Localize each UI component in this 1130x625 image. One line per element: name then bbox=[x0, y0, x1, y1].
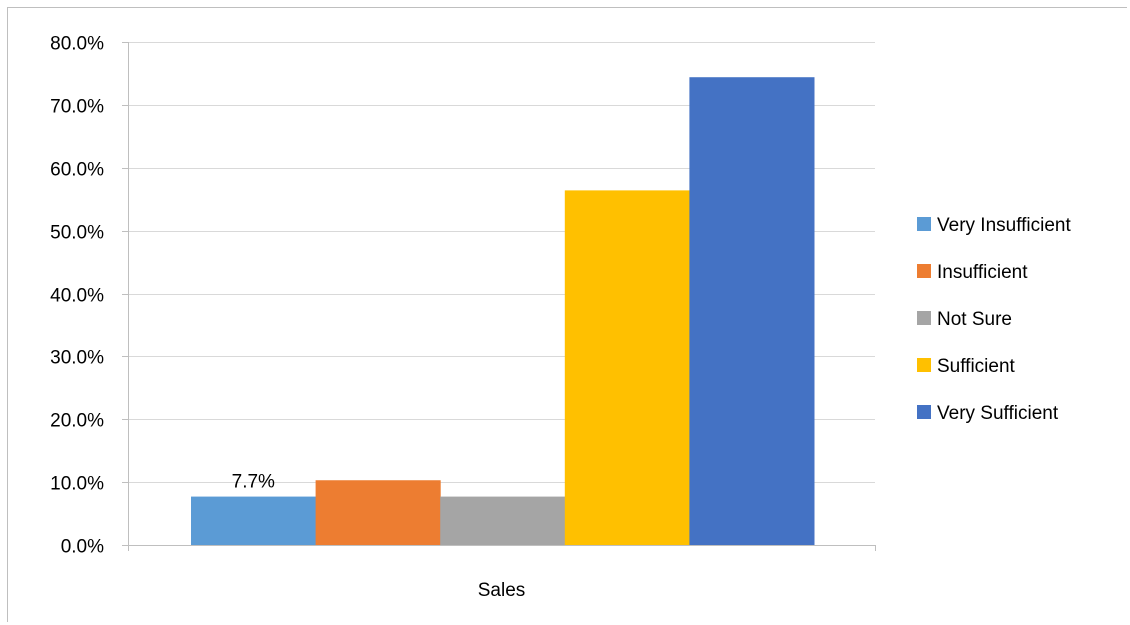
axes: 0.0% 10.0% 20.0% 30.0% 40.0% 50.0% 60.0% 70.0% 8… bbox=[50, 34, 876, 601]
legend-swatch bbox=[917, 311, 931, 325]
legend-label: Sufficient bbox=[937, 356, 1016, 377]
bars: 7.7% bbox=[191, 77, 815, 546]
y-tick-label: 80.0% bbox=[50, 34, 104, 55]
bar-very-sufficient bbox=[689, 77, 815, 546]
y-tick-label: 20.0% bbox=[50, 411, 104, 432]
y-tick-label: 60.0% bbox=[50, 160, 104, 181]
y-tick-label: 50.0% bbox=[50, 223, 104, 244]
legend-label: Not Sure bbox=[937, 309, 1012, 330]
y-tick-label: 0.0% bbox=[61, 537, 104, 558]
y-tick-label: 30.0% bbox=[50, 348, 104, 369]
legend-swatch bbox=[917, 405, 931, 419]
y-tick-label: 70.0% bbox=[50, 97, 104, 118]
bar-not-sure bbox=[440, 496, 566, 545]
data-label: 7.7% bbox=[232, 472, 275, 493]
bar-very-insufficient bbox=[191, 496, 317, 545]
legend-swatch bbox=[917, 264, 931, 278]
legend-swatch bbox=[917, 217, 931, 231]
legend-swatch bbox=[917, 358, 931, 372]
bar-sufficient bbox=[564, 190, 690, 545]
x-category-label: Sales bbox=[478, 580, 526, 601]
bar-insufficient bbox=[315, 480, 441, 545]
legend-label: Insufficient bbox=[937, 262, 1028, 283]
legend-label: Very Sufficient bbox=[937, 403, 1059, 424]
legend-label: Very Insufficient bbox=[937, 215, 1072, 236]
legend: Very Insufficient Insufficient Not Sure Suf… bbox=[917, 215, 1072, 424]
y-tick-label: 40.0% bbox=[50, 286, 104, 307]
y-tick-label: 10.0% bbox=[50, 474, 104, 495]
